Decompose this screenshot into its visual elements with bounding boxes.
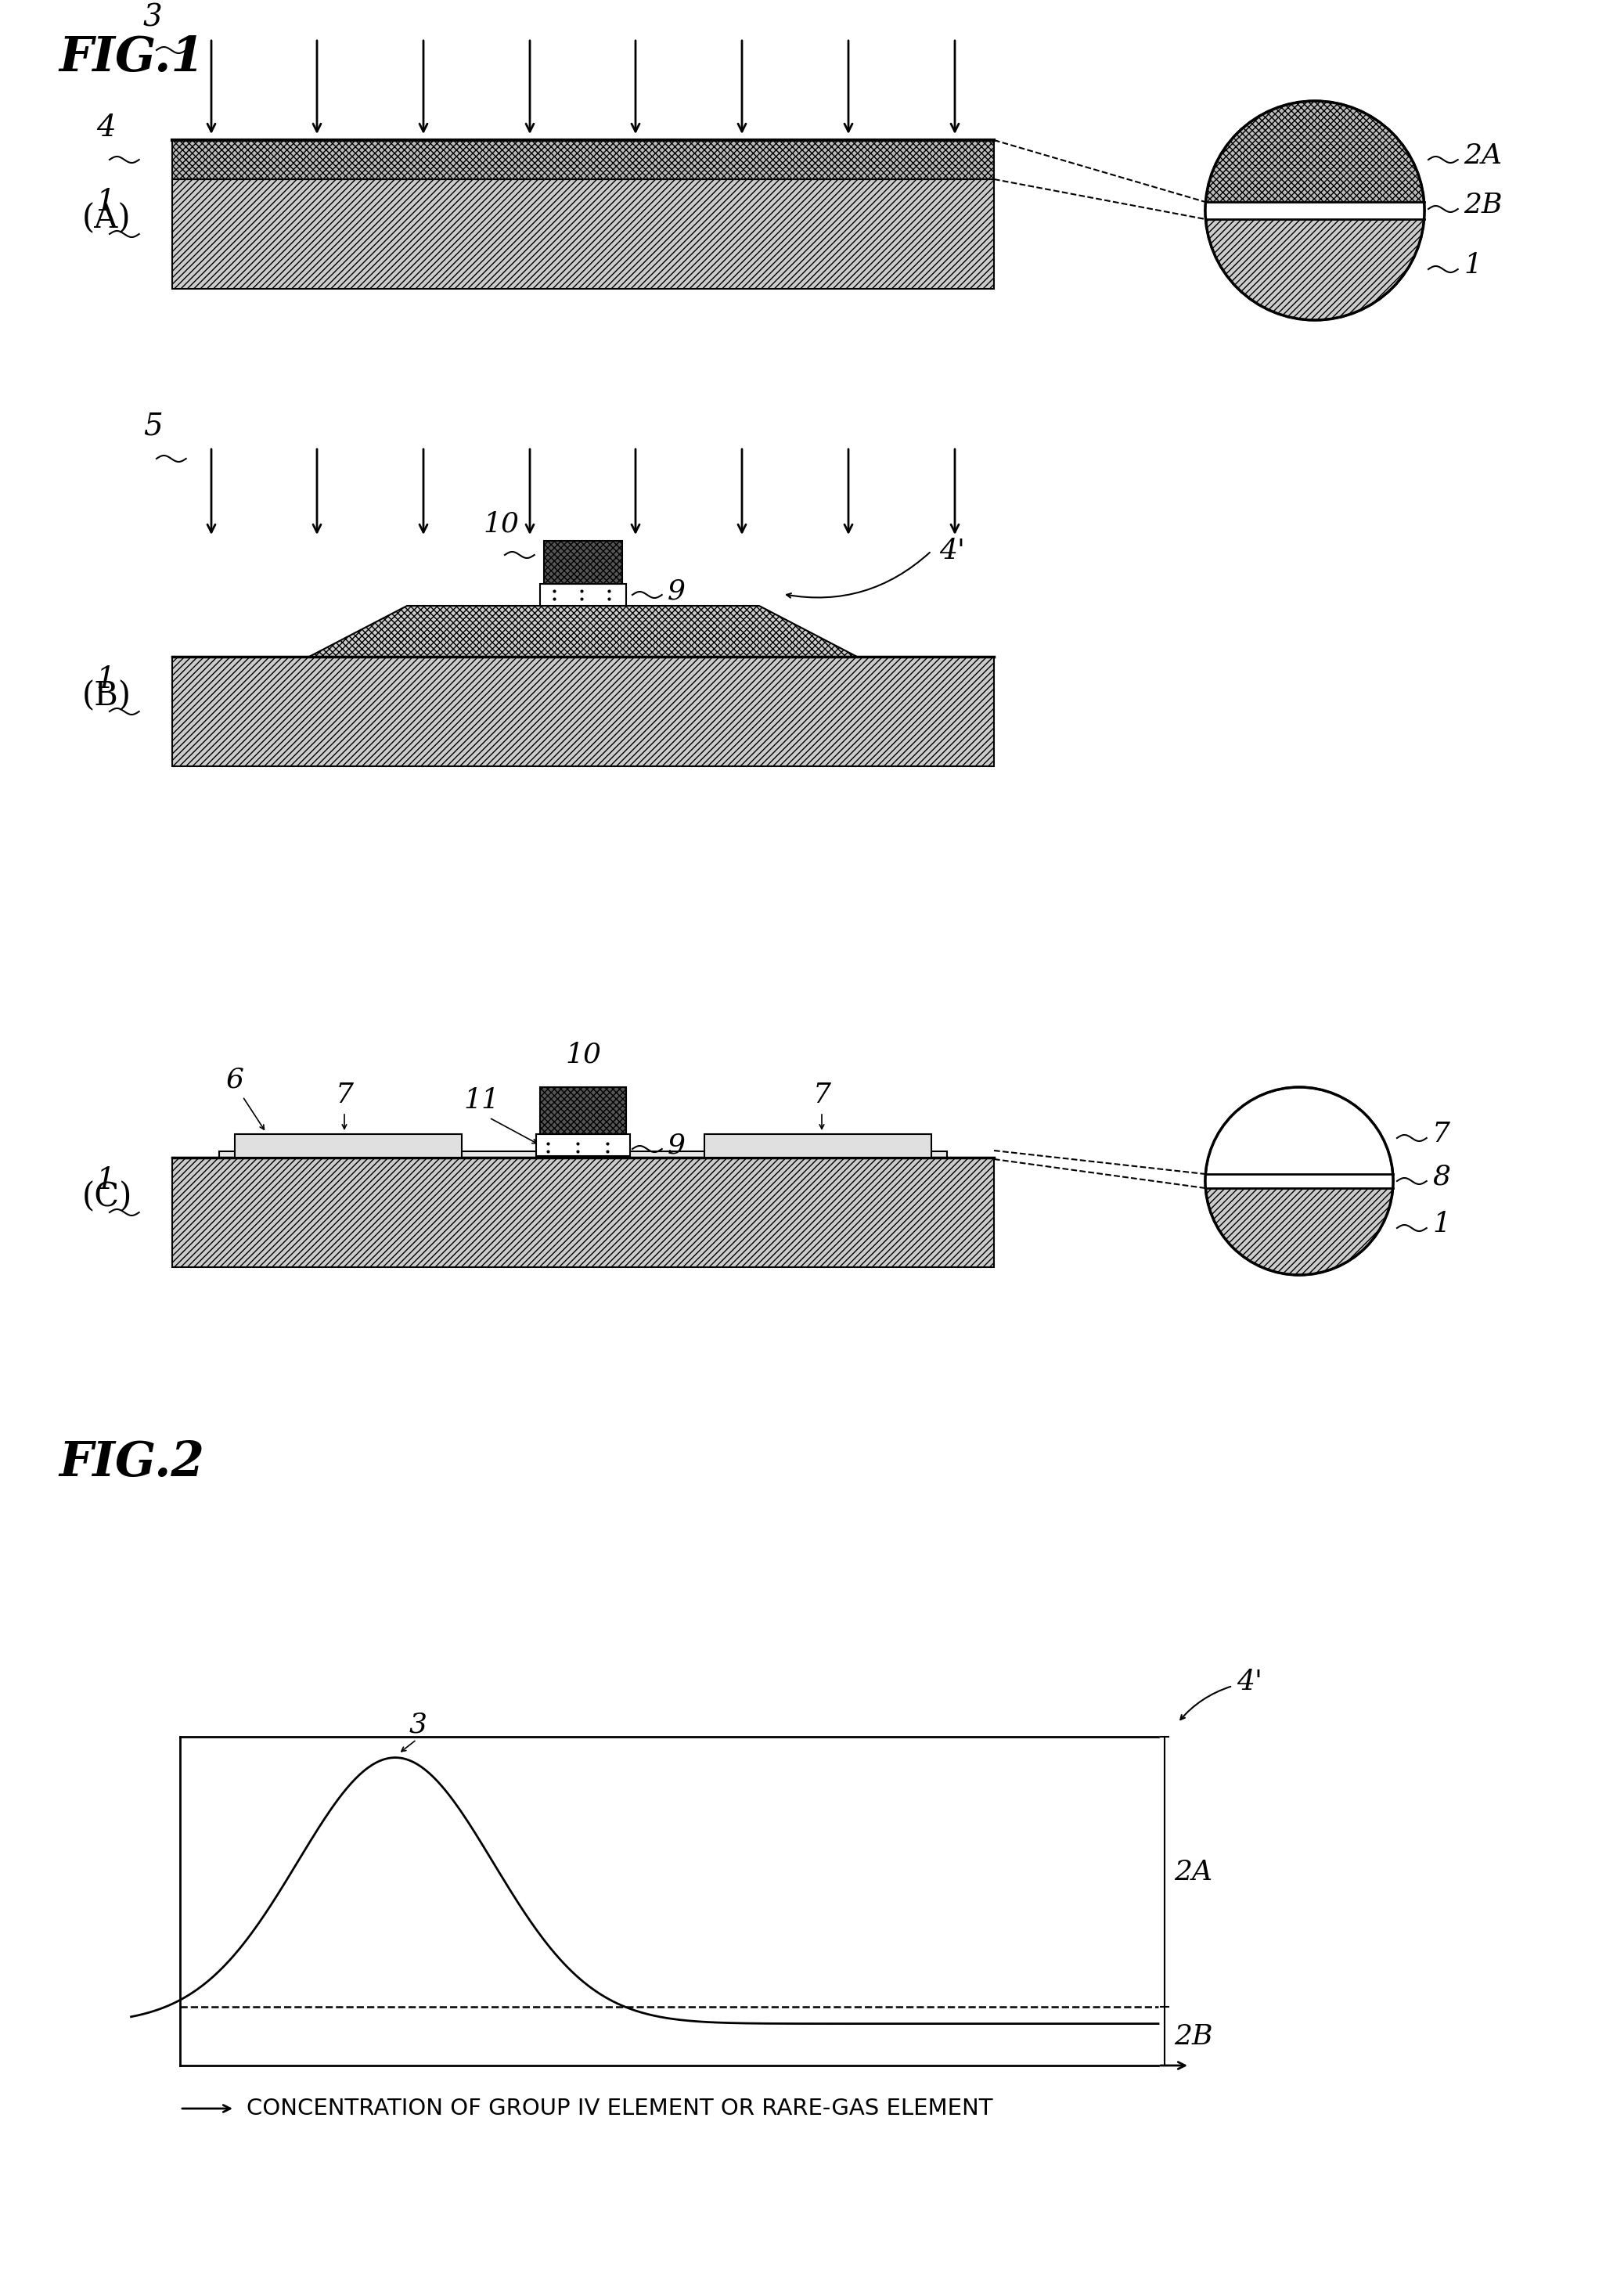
Text: 9: 9 bbox=[667, 1132, 685, 1159]
Text: 4: 4 bbox=[96, 113, 115, 143]
Text: 2A: 2A bbox=[1174, 1858, 1213, 1886]
Text: 1: 1 bbox=[96, 1166, 115, 1196]
Text: 7: 7 bbox=[1432, 1121, 1450, 1148]
Wedge shape bbox=[1205, 100, 1424, 211]
Wedge shape bbox=[1205, 211, 1424, 320]
Text: 2B: 2B bbox=[1174, 2024, 1213, 2049]
Polygon shape bbox=[705, 1134, 931, 1157]
Text: 5: 5 bbox=[143, 413, 162, 442]
Text: 1: 1 bbox=[1463, 252, 1481, 279]
Text: 4': 4' bbox=[1236, 1668, 1262, 1695]
Text: 4': 4' bbox=[939, 538, 965, 565]
Polygon shape bbox=[309, 606, 857, 656]
Text: 6: 6 bbox=[226, 1066, 244, 1094]
Bar bbox=[172, 1157, 994, 1266]
Bar bbox=[1205, 202, 1424, 220]
Text: 1: 1 bbox=[96, 665, 115, 694]
Text: (B): (B) bbox=[83, 678, 132, 712]
Bar bbox=[541, 1087, 627, 1134]
Text: 7: 7 bbox=[336, 1082, 354, 1107]
Bar bbox=[541, 583, 627, 606]
Bar bbox=[172, 141, 994, 179]
Text: FIG.1: FIG.1 bbox=[58, 34, 205, 82]
Bar bbox=[172, 179, 994, 288]
Wedge shape bbox=[1205, 1182, 1393, 1275]
Text: (C): (C) bbox=[83, 1180, 133, 1214]
Text: 10: 10 bbox=[482, 511, 520, 538]
Text: 11: 11 bbox=[463, 1087, 499, 1114]
Text: 10: 10 bbox=[565, 1041, 601, 1069]
Text: CONCENTRATION OF GROUP IV ELEMENT OR RARE-GAS ELEMENT: CONCENTRATION OF GROUP IV ELEMENT OR RAR… bbox=[247, 2097, 992, 2119]
Text: 8: 8 bbox=[1432, 1164, 1450, 1191]
Bar bbox=[1205, 1173, 1393, 1189]
Bar bbox=[172, 656, 994, 767]
Wedge shape bbox=[1205, 1087, 1393, 1182]
Bar bbox=[219, 1150, 947, 1157]
Text: 2B: 2B bbox=[1463, 193, 1502, 218]
Text: 3: 3 bbox=[409, 1711, 427, 1738]
Text: 9: 9 bbox=[667, 579, 685, 604]
Text: 7: 7 bbox=[812, 1082, 831, 1107]
Text: (A): (A) bbox=[83, 202, 132, 234]
Text: 2A: 2A bbox=[1463, 143, 1502, 170]
Text: 1: 1 bbox=[1432, 1212, 1450, 1237]
Bar bbox=[544, 540, 622, 583]
Text: FIG.2: FIG.2 bbox=[58, 1439, 205, 1486]
Bar bbox=[536, 1134, 630, 1155]
Polygon shape bbox=[235, 1134, 461, 1157]
Text: 1: 1 bbox=[96, 188, 115, 218]
Text: 3: 3 bbox=[143, 5, 162, 32]
